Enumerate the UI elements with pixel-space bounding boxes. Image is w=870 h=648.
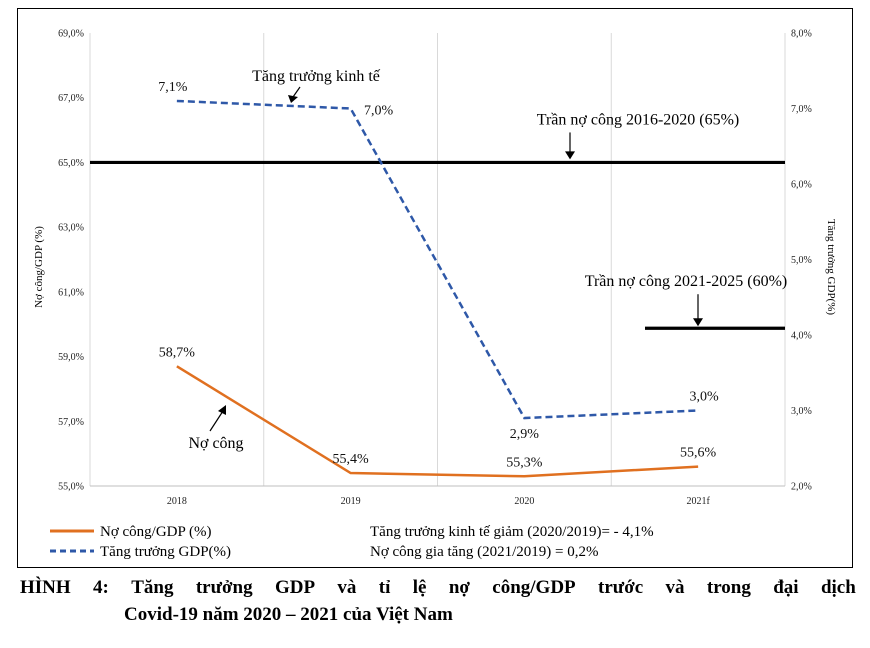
caption-word: 4: xyxy=(93,577,109,598)
arrow-head xyxy=(693,318,703,327)
caption-word: và xyxy=(665,577,685,598)
y2-tick-label: 3,0% xyxy=(791,406,812,417)
axes: 55,0% 57,0% 59,0% 61,0% 63,0% 65,0% 67,0% 69,0%… xyxy=(58,29,812,508)
x-tick-label: 2020 xyxy=(514,496,534,507)
y2-tick-label: 2,0% xyxy=(791,482,812,493)
caption-word: trước xyxy=(598,577,644,598)
caption-word: công/GDP xyxy=(492,577,576,598)
arrow-head xyxy=(218,405,226,415)
y2-tick-label: 7,0% xyxy=(791,104,812,115)
y2-tick-label: 5,0% xyxy=(791,255,812,266)
reference-lines xyxy=(90,160,785,330)
data-label-growth: 3,0% xyxy=(690,390,720,405)
caption-word: đại xyxy=(773,577,799,598)
y-tick-label: 69,0% xyxy=(58,29,84,40)
caption-word: lệ xyxy=(412,577,427,598)
y-axis-title: Nợ công/GDP (%) xyxy=(33,226,45,308)
arrow-head xyxy=(288,95,298,103)
series-line-debt xyxy=(176,365,699,478)
data-label-growth: 7,0% xyxy=(364,104,394,119)
y-tick-label: 55,0% xyxy=(58,482,84,493)
y-tick-label: 65,0% xyxy=(58,158,84,169)
caption-word: và xyxy=(337,577,357,598)
caption-word: tỉ xyxy=(378,577,391,598)
data-labels: 58,7% 55,4% 55,3% 55,6% 7,1% 7,0% 2,9% 3,0% xyxy=(158,80,719,470)
data-label-debt: 55,4% xyxy=(333,452,370,467)
caption-word: HÌNH xyxy=(20,577,71,598)
caption-word: Tăng xyxy=(131,577,174,598)
reference-label-2021-2025: Trần nợ công 2021-2025 (60%) xyxy=(585,273,788,290)
series-lines xyxy=(176,99,699,478)
y-tick-label: 59,0% xyxy=(58,352,84,363)
grid-lines xyxy=(89,33,786,486)
annotation-growth: Tăng trưởng kinh tế xyxy=(252,68,381,85)
data-label-debt: 55,3% xyxy=(506,455,543,470)
legend: Nợ công/GDP (%) Tăng trưởng GDP(%) xyxy=(50,524,231,560)
chart-frame: 55,0% 57,0% 59,0% 61,0% 63,0% 65,0% 67,0% 69,0%… xyxy=(17,8,853,568)
y-tick-label: 57,0% xyxy=(58,417,84,428)
caption-word: nợ xyxy=(448,577,470,598)
legend-label-growth: Tăng trưởng GDP(%) xyxy=(100,544,231,560)
caption-word: trưởng xyxy=(195,577,253,598)
y-tick-label: 67,0% xyxy=(58,93,84,104)
y2-tick-label: 6,0% xyxy=(791,180,812,191)
y2-tick-label: 4,0% xyxy=(791,331,812,342)
data-label-growth: 2,9% xyxy=(510,427,540,442)
arrow-head xyxy=(565,151,575,160)
x-tick-label: 2021f xyxy=(686,496,710,507)
note-debt-increase: Nợ công gia tăng (2021/2019) = 0,2% xyxy=(370,544,598,560)
chart-svg: 55,0% 57,0% 59,0% 61,0% 63,0% 65,0% 67,0% 69,0%… xyxy=(33,29,837,561)
arrow-line xyxy=(209,410,224,432)
caption-line-2: Covid-19 năm 2020 – 2021 của Việt Nam xyxy=(124,604,453,625)
annotations: Trần nợ công 2016-2020 (65%) Trần nợ công… xyxy=(188,68,787,452)
data-label-debt: 58,7% xyxy=(159,345,196,360)
data-label-debt: 55,6% xyxy=(680,446,717,461)
reference-label-2016-2020: Trần nợ công 2016-2020 (65%) xyxy=(537,111,740,128)
caption-word: dịch xyxy=(820,577,856,598)
annotation-debt: Nợ công xyxy=(188,435,243,452)
figure-caption: HÌNH 4: Tăng trưởng GDP và tỉ lệ nợ công/GDP trước… xyxy=(20,574,856,628)
arrow-line xyxy=(292,86,301,98)
caption-word: GDP xyxy=(274,577,316,598)
y-tick-label: 61,0% xyxy=(58,287,84,298)
data-label-growth: 7,1% xyxy=(158,80,188,95)
y2-axis-title: Tăng trưởng GDP(%) xyxy=(825,219,837,315)
x-tick-label: 2019 xyxy=(341,496,361,507)
y2-tick-label: 8,0% xyxy=(791,29,812,40)
note-growth-decline: Tăng trưởng kinh tế giảm (2020/2019)= - … xyxy=(370,524,654,540)
caption-line-1: HÌNH 4: Tăng trưởng GDP và tỉ lệ nợ công/GDP trước… xyxy=(20,574,856,601)
legend-label-debt: Nợ công/GDP (%) xyxy=(100,524,212,540)
x-tick-label: 2018 xyxy=(167,496,187,507)
caption-word: trong xyxy=(706,577,751,598)
y-tick-label: 63,0% xyxy=(58,223,84,234)
